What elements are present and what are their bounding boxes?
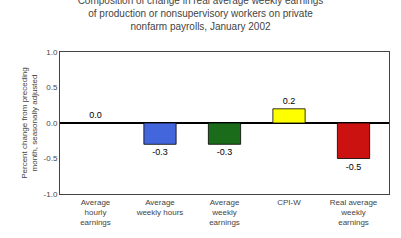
svg-text:-0.5: -0.5 xyxy=(346,162,362,172)
svg-text:1.0: 1.0 xyxy=(46,48,58,57)
svg-text:0.0: 0.0 xyxy=(89,110,102,120)
svg-text:0.0: 0.0 xyxy=(46,119,58,128)
svg-text:-0.3: -0.3 xyxy=(217,147,233,157)
svg-text:Averageweekly hours: Averageweekly hours xyxy=(136,198,184,217)
svg-text:Averagehourlyearnings: Averagehourlyearnings xyxy=(80,198,111,228)
svg-text:CPI-W: CPI-W xyxy=(277,198,301,207)
svg-text:Percent change from precedingm: Percent change from precedingmonth, seas… xyxy=(20,67,39,179)
svg-text:-1.0: -1.0 xyxy=(44,190,58,199)
svg-text:-0.3: -0.3 xyxy=(152,147,168,157)
svg-text:0.2: 0.2 xyxy=(283,96,296,106)
svg-text:-0.5: -0.5 xyxy=(44,154,58,163)
svg-text:Real averageweeklyearnings: Real averageweeklyearnings xyxy=(330,198,378,228)
svg-text:Averageweeklyearnings: Averageweeklyearnings xyxy=(209,198,240,228)
svg-text:0.5: 0.5 xyxy=(46,83,58,92)
svg-text:Composition of change in real: Composition of change in real average we… xyxy=(78,0,324,32)
